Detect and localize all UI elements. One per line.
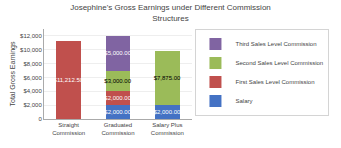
- svg-text:$4,000: $4,000: [23, 88, 42, 94]
- svg-text:$3,000.00: $3,000.00: [104, 78, 131, 84]
- svg-text:0: 0: [38, 116, 42, 122]
- svg-text:Salary PlusCommission: Salary PlusCommission: [151, 122, 184, 136]
- svg-text:$10,000: $10,000: [20, 47, 42, 53]
- svg-text:Second Sales Level Commission: Second Sales Level Commission: [235, 60, 323, 66]
- svg-text:StraightCommission: StraightCommission: [52, 122, 85, 136]
- svg-text:Josephine's Gross Earnings und: Josephine's Gross Earnings under Differe…: [70, 3, 271, 22]
- svg-text:$2,000.00: $2,000.00: [104, 109, 131, 115]
- svg-text:$2,000.00: $2,000.00: [154, 109, 181, 115]
- svg-text:$7,875.00: $7,875.00: [154, 75, 181, 81]
- svg-text:GraduatedCommission: GraduatedCommission: [101, 122, 134, 136]
- svg-text:$5,000.00: $5,000.00: [104, 50, 131, 56]
- svg-text:$8,000: $8,000: [23, 61, 42, 67]
- svg-text:Total Gross Earnings: Total Gross Earnings: [9, 41, 17, 106]
- svg-text:$6,000: $6,000: [23, 75, 42, 81]
- svg-text:Salary: Salary: [235, 98, 252, 104]
- svg-text:$11,212.50: $11,212.50: [54, 77, 84, 83]
- svg-text:$2,000.00: $2,000.00: [104, 95, 131, 101]
- svg-text:First Sales Level Commission: First Sales Level Commission: [235, 79, 314, 85]
- svg-text:$12,000: $12,000: [20, 33, 42, 39]
- svg-text:$2,000: $2,000: [23, 102, 42, 108]
- svg-text:Third Sales Level Commission: Third Sales Level Commission: [235, 41, 316, 47]
